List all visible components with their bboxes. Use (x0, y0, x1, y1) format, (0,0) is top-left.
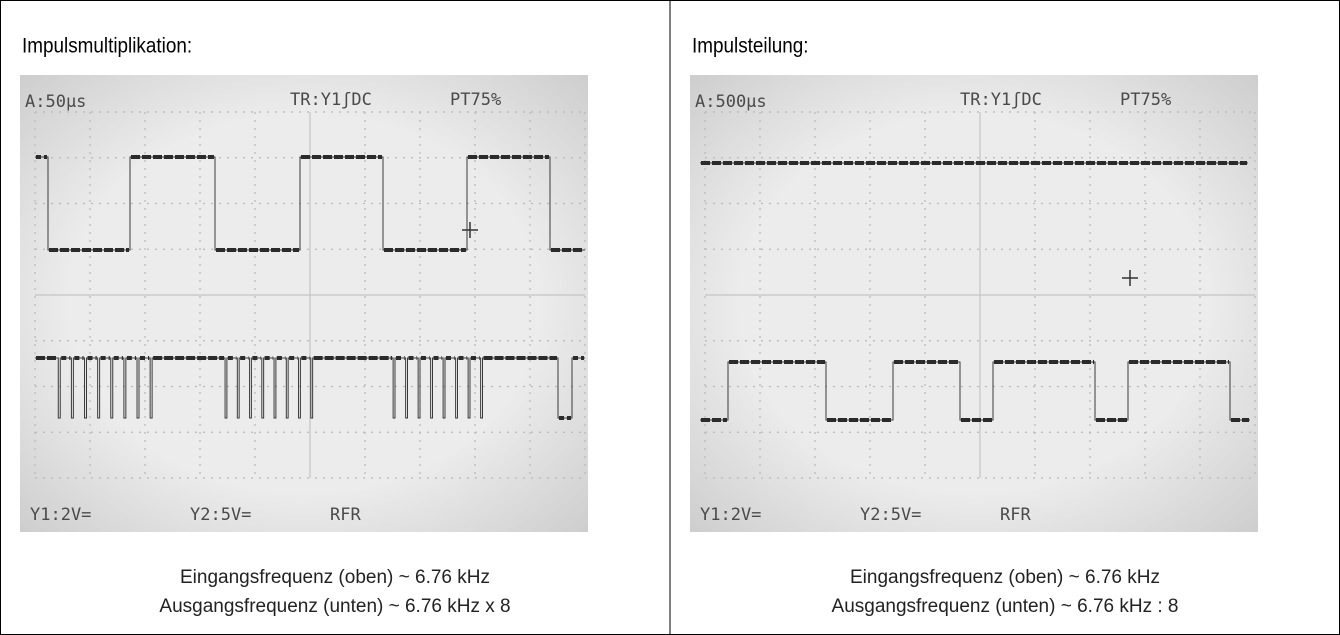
panel-title: Impulsmultiplikation: (22, 35, 192, 58)
caption-line: Ausgangsfrequenz (unten) ~ 6.76 kHz : 8 (832, 596, 1179, 617)
screen-ch2: Y2:5V= (190, 505, 251, 525)
screen-timebase: A:50µs (25, 92, 86, 112)
panel: Impulsmultiplikation: A:50µs TR:Y1ʃDC PT75%… (20, 35, 588, 617)
oscilloscope-screen (20, 75, 588, 532)
panel-title: Impulsteilung: (692, 35, 809, 58)
screen-mode: RFR (330, 505, 361, 525)
caption-line: Ausgangsfrequenz (unten) ~ 6.76 kHz x 8 (159, 596, 510, 617)
screen-pretrigger: PT75% (1120, 90, 1171, 110)
screen-pretrigger: PT75% (450, 90, 501, 110)
page: {"panels": [ {"title": "Impulsmultiplika… (0, 0, 1340, 635)
figure: Impulsmultiplikation: A:50µs TR:Y1ʃDC PT75%… (0, 0, 1340, 635)
screen-trigger: TR:Y1ʃDC (960, 90, 1042, 110)
panel: Impulsteilung: A:500µs TR:Y1ʃDC PT75% Y1:2V=… (690, 35, 1258, 617)
screen-ch1: Y1:2V= (30, 505, 91, 525)
caption-line: Eingangsfrequenz (oben) ~ 6.76 kHz (180, 567, 490, 588)
screen-ch2: Y2:5V= (860, 505, 921, 525)
screen-timebase: A:500µs (695, 92, 767, 112)
oscilloscope-screen (690, 75, 1258, 532)
screen-ch1: Y1:2V= (700, 505, 761, 525)
screen-mode: RFR (1000, 505, 1031, 525)
caption-line: Eingangsfrequenz (oben) ~ 6.76 kHz (850, 567, 1160, 588)
screen-trigger: TR:Y1ʃDC (290, 90, 372, 110)
